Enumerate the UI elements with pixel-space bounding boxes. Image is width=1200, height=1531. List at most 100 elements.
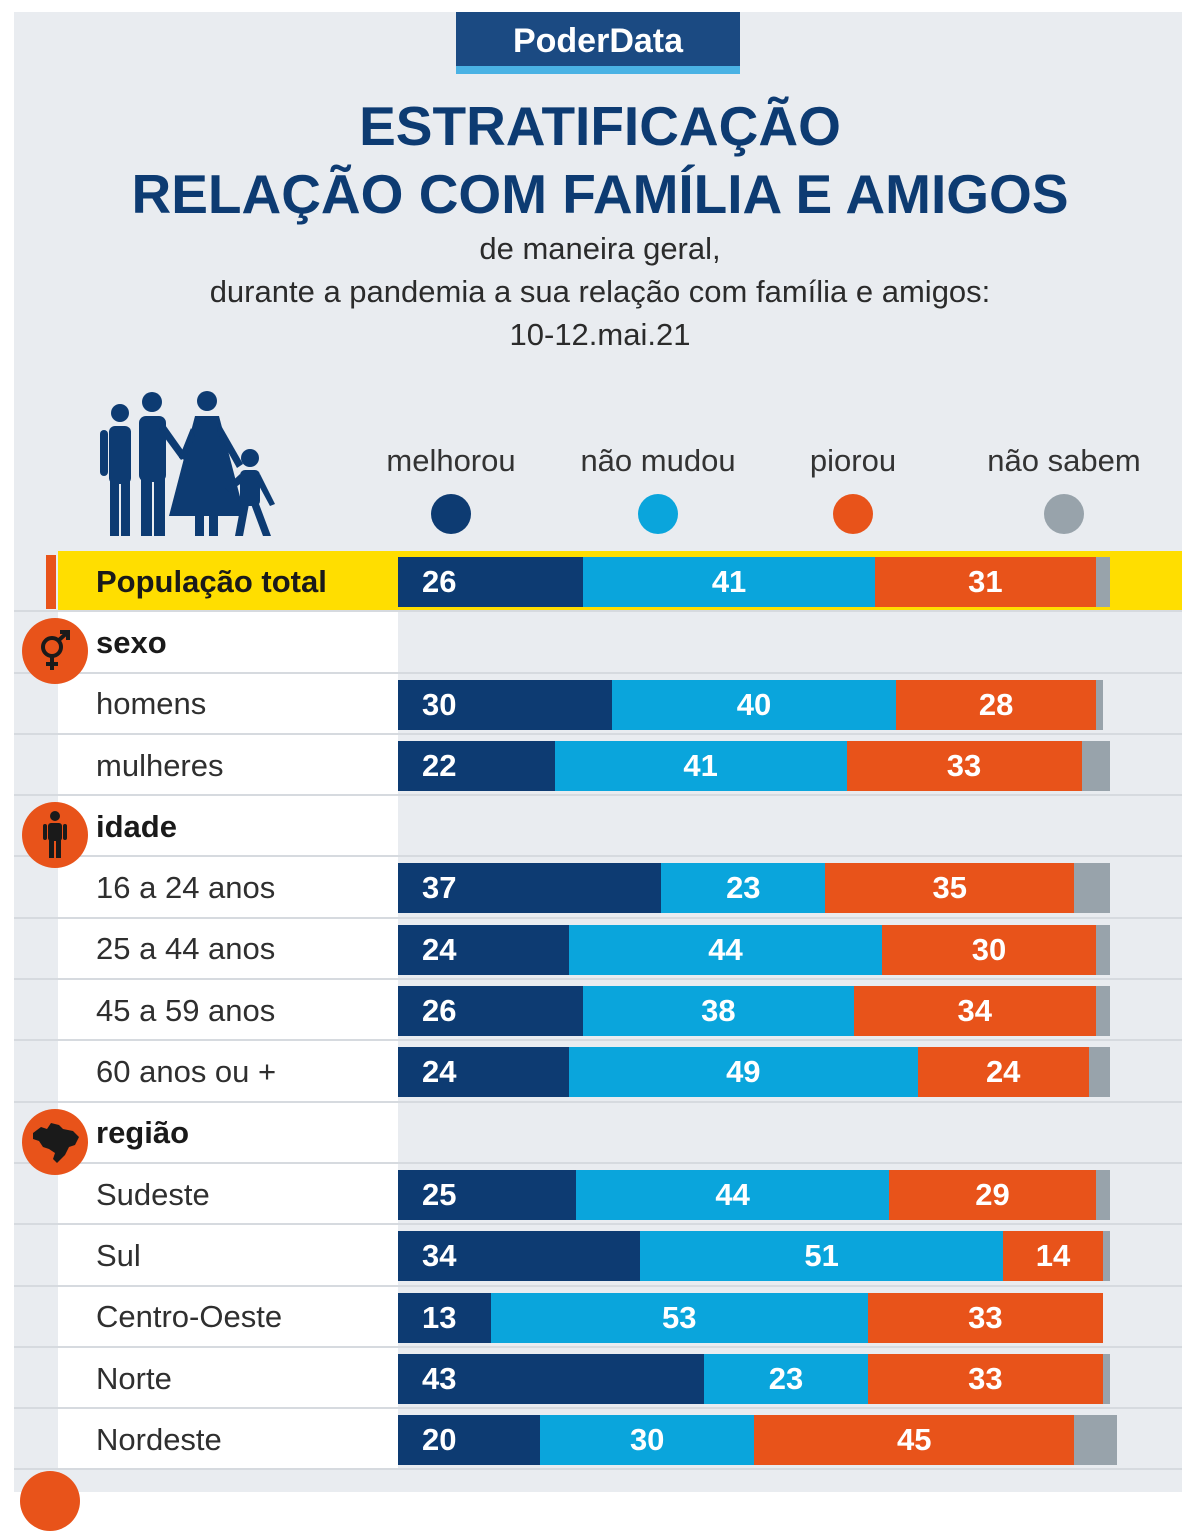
row-divider	[14, 671, 1182, 674]
bar-segment-melhorou: 34	[398, 1231, 641, 1282]
row-label: Nordeste	[96, 1421, 222, 1457]
bar-segment-nao-mudou: 40	[611, 679, 897, 730]
row-label-cell	[58, 1102, 398, 1164]
row-label-cell	[58, 734, 398, 797]
table-row: Sudeste 25 44 29	[14, 1163, 1182, 1226]
bar-segment-piorou: 33	[867, 1292, 1103, 1343]
bar-segment-melhorou: 26	[398, 557, 584, 607]
bar-segment-nao-mudou: 23	[704, 1353, 868, 1404]
stacked-bar: 13 53 33	[398, 1292, 1178, 1343]
bar-segment-piorou: 30	[882, 924, 1096, 975]
stacked-bar: 26 41 31	[398, 557, 1178, 607]
bar-segment-nao-mudou: 49	[568, 1047, 918, 1098]
table-row: Nordeste 20 30 45	[14, 1409, 1182, 1471]
bar-segment-nao-sabem	[1095, 1169, 1110, 1220]
bar-segment-nao-mudou: 44	[568, 924, 883, 975]
stacked-bar: 43 23 33	[398, 1353, 1178, 1404]
bar-segment-melhorou: 43	[398, 1353, 705, 1404]
bar-value-label: 30	[422, 686, 457, 722]
brand-badge: PoderData	[456, 12, 740, 70]
subtitle-line-2: durante a pandemia a sua relação com fam…	[209, 274, 991, 309]
bar-value-label: 22	[422, 747, 457, 783]
bar-value-label: 51	[804, 1238, 839, 1274]
bar-segment-piorou: 35	[825, 863, 1075, 914]
bar-segment-melhorou: 22	[398, 740, 555, 791]
row-divider	[14, 732, 1182, 735]
bar-value-label: 35	[932, 870, 968, 906]
bar-value-label: 33	[968, 1360, 1003, 1396]
bar-segment-piorou: 24	[917, 1047, 1089, 1098]
bar-value-label: 23	[726, 870, 761, 906]
legend-swatch	[833, 494, 873, 534]
legend-swatch	[431, 494, 471, 534]
family-icon	[100, 391, 275, 536]
table-row: 25 a 44 anos 24 44 30	[14, 918, 1182, 981]
row-divider	[14, 1100, 1182, 1103]
row-label: sexo	[96, 624, 167, 660]
row-divider	[14, 978, 1182, 981]
stacked-bar: 37 23 35	[398, 863, 1178, 914]
total-marker	[46, 555, 56, 609]
row-label: População total	[96, 563, 327, 599]
row-divider	[14, 1345, 1182, 1348]
bar-value-label: 24	[985, 1054, 1021, 1090]
row-label-cell	[58, 918, 398, 981]
stacked-bar: 22 41 33	[398, 740, 1178, 791]
stacked-bar: 26 38 34	[398, 986, 1178, 1037]
title-line-1: ESTRATIFICAÇÃO	[359, 95, 841, 157]
row-divider	[14, 1284, 1182, 1287]
bar-value-label: 31	[968, 564, 1003, 599]
legend-item-nao-sabem: não sabem	[964, 440, 1164, 534]
bar-value-label: 24	[422, 1054, 457, 1090]
row-divider	[14, 794, 1182, 797]
bar-segment-nao-mudou: 23	[661, 863, 826, 914]
row-label: 25 a 44 anos	[96, 931, 276, 967]
bar-value-label: 53	[661, 1299, 697, 1335]
bar-value-label: 30	[629, 1422, 665, 1458]
legend-item-nao-mudou: não mudou	[558, 440, 758, 534]
row-label: idade	[96, 808, 177, 844]
row-bar-cell	[398, 612, 1182, 674]
bar-segment-piorou: 33	[846, 740, 1082, 791]
bar-segment-melhorou: 30	[398, 679, 612, 730]
bar-value-label: 45	[896, 1422, 932, 1458]
bar-value-label: 44	[708, 931, 743, 967]
subtitle-date: 10-12.mai.21	[509, 317, 691, 352]
next-section-icon	[20, 1471, 80, 1531]
table-row: homens 30 40 28	[14, 673, 1182, 735]
bar-segment-piorou: 29	[889, 1169, 1096, 1220]
row-divider	[14, 916, 1182, 919]
legend-item-melhorou: melhorou	[351, 440, 551, 534]
total-row: População total 26 41 31	[14, 551, 1182, 613]
bar-value-label: 30	[971, 931, 1007, 967]
bar-segment-nao-mudou: 53	[490, 1292, 868, 1343]
row-label-cell	[58, 673, 398, 735]
bar-value-label: 24	[422, 931, 457, 967]
bar-segment-nao-sabem	[1088, 1047, 1110, 1098]
stacked-bar: 20 30 45	[398, 1415, 1178, 1466]
subtitle-line-1: de maneira geral,	[479, 231, 721, 266]
stacked-bar: 25 44 29	[398, 1169, 1178, 1220]
row-divider	[14, 610, 1182, 613]
bar-segment-nao-sabem	[1074, 1415, 1118, 1466]
bar-segment-melhorou: 24	[398, 1047, 569, 1098]
row-label-cell	[58, 1041, 398, 1103]
brand-underline	[456, 66, 740, 74]
bar-value-label: 26	[422, 993, 457, 1029]
bar-value-label: 41	[711, 564, 747, 599]
bar-segment-nao-mudou: 41	[583, 557, 876, 607]
row-label-cell	[58, 1409, 398, 1471]
row-divider	[14, 1223, 1182, 1226]
bar-segment-melhorou: 20	[398, 1415, 541, 1466]
stacked-bar: 34 51 14	[398, 1231, 1178, 1282]
bar-value-label: 25	[422, 1176, 457, 1212]
row-label-cell	[58, 857, 398, 919]
bar-value-label: 34	[422, 1238, 457, 1274]
row-label: 45 a 59 anos	[96, 992, 276, 1028]
row-label: 16 a 24 anos	[96, 870, 276, 906]
bar-segment-melhorou: 13	[398, 1292, 491, 1343]
bar-segment-nao-sabem	[1074, 863, 1110, 914]
bar-value-label: 33	[946, 747, 982, 783]
row-label-cell	[58, 1286, 398, 1348]
row-label-cell	[58, 1347, 398, 1410]
